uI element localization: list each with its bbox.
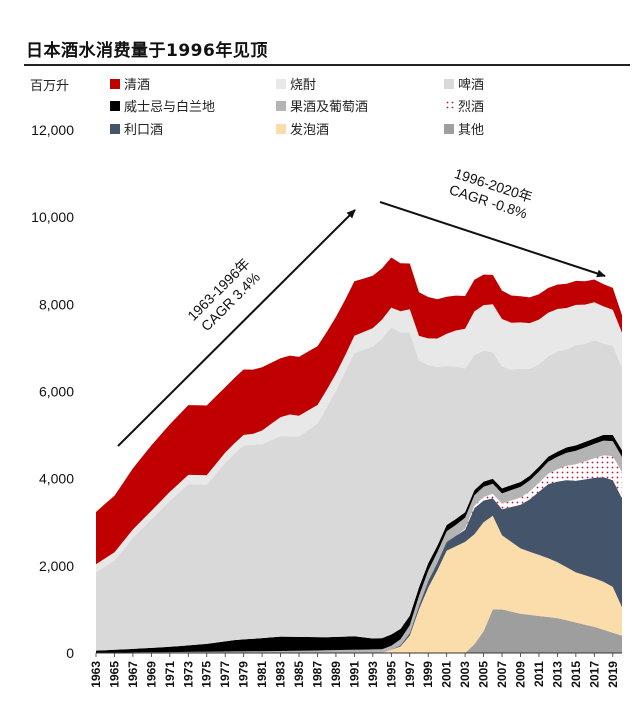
stacked-areas xyxy=(96,257,622,653)
legend-swatch xyxy=(276,79,286,89)
chart-title: 日本酒水消费量于1996年见顶 xyxy=(26,41,268,61)
x-tick-label: 1993 xyxy=(366,661,380,688)
trend-arrow-down xyxy=(379,201,606,278)
area-series-6 xyxy=(96,327,622,651)
x-tick-label: 2013 xyxy=(550,661,564,688)
y-tick-label: 4,000 xyxy=(39,471,74,487)
x-tick-label: 2011 xyxy=(532,661,546,687)
legend-swatch xyxy=(276,124,286,134)
x-tick-label: 2019 xyxy=(606,661,620,688)
legend-swatch xyxy=(444,79,454,89)
x-tick-label: 1973 xyxy=(181,661,195,688)
x-tick-label: 1971 xyxy=(163,661,177,688)
x-tick-label: 1981 xyxy=(255,661,269,688)
x-tick-label: 1983 xyxy=(274,661,288,688)
x-tick-label: 1965 xyxy=(107,661,121,688)
area-series-3 xyxy=(96,455,622,653)
legend-label: 烧酎 xyxy=(290,78,316,93)
legend-label: 烈酒 xyxy=(458,100,484,115)
x-tick-label: 2009 xyxy=(513,661,527,688)
legend-label: 果酒及葡萄酒 xyxy=(290,100,368,115)
x-tick-label: 1979 xyxy=(237,661,251,688)
axes: 0 2,000 4,000 6,000 8,000 10,000 12,000 1963 196… xyxy=(30,79,622,688)
x-tick-label: 2015 xyxy=(569,661,583,688)
legend-swatch xyxy=(444,101,454,111)
y-tick-label: 8,000 xyxy=(39,296,74,312)
legend-swatch xyxy=(276,101,286,111)
legend-swatch xyxy=(110,79,120,89)
legend-swatch xyxy=(110,101,120,111)
x-tick-label: 1963 xyxy=(89,661,103,688)
y-tick-label: 6,000 xyxy=(39,384,74,400)
x-tick-label: 2005 xyxy=(477,661,491,688)
x-tick-label: 1969 xyxy=(144,661,158,688)
y-tick-label: 0 xyxy=(66,645,74,661)
area-series-4 xyxy=(96,440,622,653)
x-tick-label: 1987 xyxy=(310,661,324,688)
annotation-decline: 1996-2020年CAGR -0.8% xyxy=(447,165,534,221)
x-tick-label: 1997 xyxy=(403,661,417,688)
x-tick-label: 1991 xyxy=(347,661,361,688)
x-tick-label: 1975 xyxy=(200,661,214,688)
y-axis-label: 百万升 xyxy=(30,79,69,94)
trend-arrow-up xyxy=(117,209,356,447)
x-tick-label: 2007 xyxy=(495,661,509,688)
legend-label: 其他 xyxy=(458,123,484,138)
x-tick-label: 2001 xyxy=(440,661,454,688)
annotation-growth: 1963-1996年CAGR 3.4% xyxy=(184,255,265,336)
area-series-2 xyxy=(96,477,622,653)
x-tick-label: 1985 xyxy=(292,661,306,688)
legend-swatch xyxy=(110,124,120,134)
legend-label: 利口酒 xyxy=(124,123,163,138)
legend-swatch xyxy=(444,124,454,134)
title-rule xyxy=(24,64,630,66)
legend-label: 威士忌与白兰地 xyxy=(124,99,215,115)
area-series-1 xyxy=(96,515,622,653)
area-series-8 xyxy=(96,257,622,565)
x-tick-label: 1989 xyxy=(329,661,343,688)
x-tick-label: 2003 xyxy=(458,661,472,688)
legend-label: 清酒 xyxy=(124,78,150,93)
x-tick-label: 1995 xyxy=(384,661,398,688)
area-series-7 xyxy=(96,302,622,573)
area-series-0 xyxy=(96,609,622,653)
legend-label: 发泡酒 xyxy=(290,122,329,138)
legend-label: 啤酒 xyxy=(458,78,484,93)
y-tick-label: 12,000 xyxy=(31,122,74,138)
x-tick-label: 1967 xyxy=(126,661,140,688)
y-tick-label: 10,000 xyxy=(31,209,74,225)
x-tick-label: 1999 xyxy=(421,661,435,688)
x-tick-label: 1977 xyxy=(218,661,232,688)
x-tick-label: 2017 xyxy=(587,661,601,688)
y-tick-label: 2,000 xyxy=(39,558,74,574)
